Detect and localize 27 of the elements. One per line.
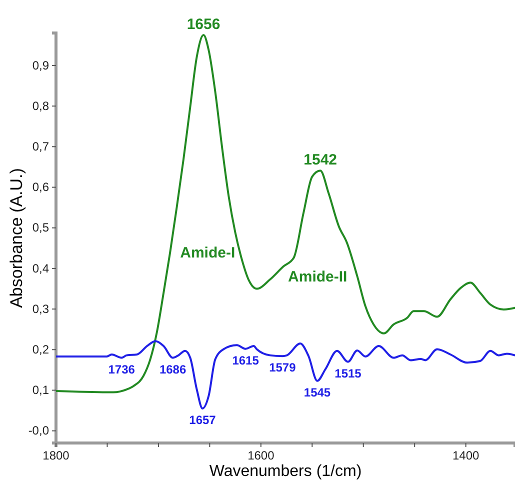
y-tick-label: 0,8 <box>32 98 50 113</box>
annotation: Amide-II <box>288 268 348 286</box>
annotation: 1657 <box>189 413 216 428</box>
y-tick-label: 0,9 <box>32 58 50 72</box>
y-tick-label: 0,6 <box>32 180 50 194</box>
y-tick-label: 0,5 <box>32 220 50 235</box>
annotation: 1736 <box>108 362 136 376</box>
x-axis-title: Wavenumbers (1/cm) <box>209 463 362 480</box>
annotation: Amide-I <box>180 244 236 262</box>
y-tick-label: -0,0 <box>28 424 50 438</box>
y-tick-label: 0,7 <box>32 140 50 154</box>
annotation: 1579 <box>269 360 296 375</box>
y-tick-label: 0,1 <box>32 383 50 398</box>
line-series <box>56 340 515 410</box>
x-tick-label: 1400 <box>452 448 480 463</box>
y-tick-label: 0,3 <box>32 302 50 316</box>
annotation: 1542 <box>304 152 338 169</box>
y-tick-label: 0,2 <box>32 342 50 356</box>
annotation: 1515 <box>334 366 362 380</box>
annotation: 1686 <box>159 362 186 376</box>
y-axis-title: Absorbance (A.U.) <box>7 168 26 308</box>
annotation: 1545 <box>304 385 331 400</box>
annotation: 1615 <box>232 353 260 368</box>
x-tick-label: 1800 <box>42 448 70 463</box>
annotation: 1656 <box>186 16 220 34</box>
y-tick-label: 0,4 <box>32 261 50 276</box>
x-tick-label: 1600 <box>248 448 275 463</box>
